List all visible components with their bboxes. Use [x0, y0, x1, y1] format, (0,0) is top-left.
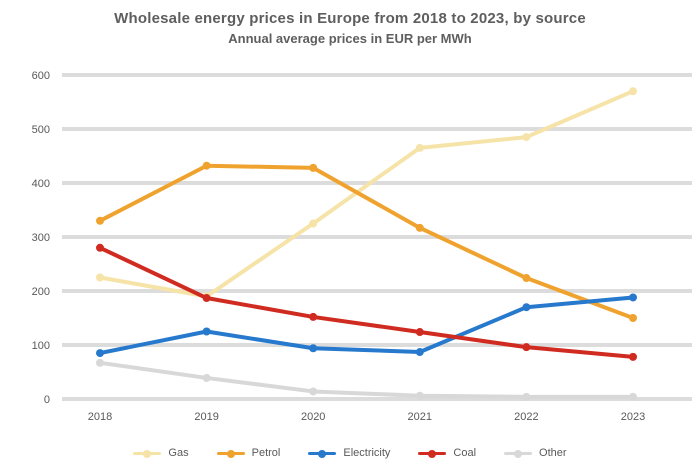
- y-axis-tick-label: 200: [32, 286, 50, 298]
- series-marker-other: [415, 391, 424, 400]
- series-marker-coal: [415, 328, 424, 337]
- series-marker-petrol: [309, 163, 318, 172]
- series-marker-electricity: [629, 293, 637, 302]
- legend-label: Other: [539, 447, 567, 459]
- legend-label: Electricity: [343, 447, 391, 459]
- series-marker-other: [96, 358, 104, 367]
- legend-item-petrol: Petrol: [216, 447, 281, 459]
- chart-title: Wholesale energy prices in Europe from 2…: [114, 10, 586, 27]
- legend-item-coal: Coal: [418, 448, 476, 459]
- series-line-petrol: [98, 163, 635, 320]
- y-axis-tick-label: 0: [44, 394, 50, 406]
- series-line-gas: [98, 89, 635, 299]
- legend: Gas Petrol Electricity Coal Other: [0, 448, 700, 459]
- chart-subtitle: Annual average prices in EUR per MWh: [228, 31, 472, 46]
- series-marker-coal: [96, 243, 104, 252]
- series-marker-petrol: [96, 216, 104, 225]
- series-marker-electricity: [96, 349, 104, 358]
- x-axis-tick-label: 2023: [621, 411, 645, 423]
- series-marker-coal: [309, 312, 318, 321]
- series-marker-other: [202, 373, 211, 382]
- series-marker-coal: [522, 343, 531, 352]
- series-line-electricity: [98, 295, 635, 356]
- x-axis-tick-label: 2019: [194, 411, 218, 423]
- legend-dot-icon: [514, 449, 523, 458]
- x-axis-tick-label: 2018: [88, 411, 112, 423]
- legend-item-gas: Gas: [133, 447, 189, 459]
- legend-line-marker-icon: [308, 449, 337, 458]
- series-line-coal: [98, 245, 635, 359]
- x-axis-tick-label: 2021: [408, 411, 432, 423]
- series-marker-coal: [629, 352, 637, 361]
- series-marker-other: [629, 392, 637, 401]
- legend-dot-icon: [318, 449, 327, 458]
- legend-line-marker-icon: [216, 449, 245, 458]
- y-axis-tick-label: 100: [32, 340, 50, 352]
- y-axis-tick-label: 500: [32, 124, 50, 136]
- series-marker-petrol: [629, 314, 637, 322]
- legend-label: Coal: [453, 447, 477, 459]
- series-marker-gas: [522, 133, 531, 142]
- legend-label: Gas: [168, 447, 189, 459]
- legend-dot-icon: [226, 449, 235, 458]
- series-marker-petrol: [202, 161, 211, 170]
- series-marker-petrol: [522, 274, 531, 283]
- series-marker-gas: [415, 143, 424, 152]
- series-marker-coal: [202, 294, 211, 303]
- legend-dot-icon: [143, 449, 152, 458]
- series-marker-gas: [96, 273, 104, 282]
- legend-item-other: Other: [504, 448, 567, 459]
- legend-label: Petrol: [251, 447, 281, 459]
- y-axis-tick-label: 400: [32, 178, 50, 190]
- y-axis-tick-label: 300: [32, 232, 50, 244]
- y-axis-tick-label: 600: [32, 70, 50, 82]
- series-line-other: [98, 360, 635, 399]
- series-marker-electricity: [202, 327, 211, 336]
- series-marker-other: [309, 387, 318, 396]
- legend-line-marker-icon: [133, 449, 162, 458]
- legend-line-marker-icon: [504, 449, 533, 458]
- legend-line-marker-icon: [418, 449, 447, 458]
- series-marker-petrol: [415, 223, 424, 232]
- series-marker-gas: [629, 87, 637, 96]
- series-marker-electricity: [522, 303, 531, 312]
- series-marker-gas: [309, 219, 318, 228]
- x-axis-tick-label: 2022: [514, 411, 538, 423]
- series-marker-electricity: [415, 348, 424, 357]
- legend-dot-icon: [428, 449, 437, 458]
- legend-item-electricity: Electricity: [308, 448, 390, 459]
- series-marker-other: [522, 392, 531, 401]
- x-axis-tick-label: 2020: [301, 411, 325, 423]
- series-marker-electricity: [309, 344, 318, 353]
